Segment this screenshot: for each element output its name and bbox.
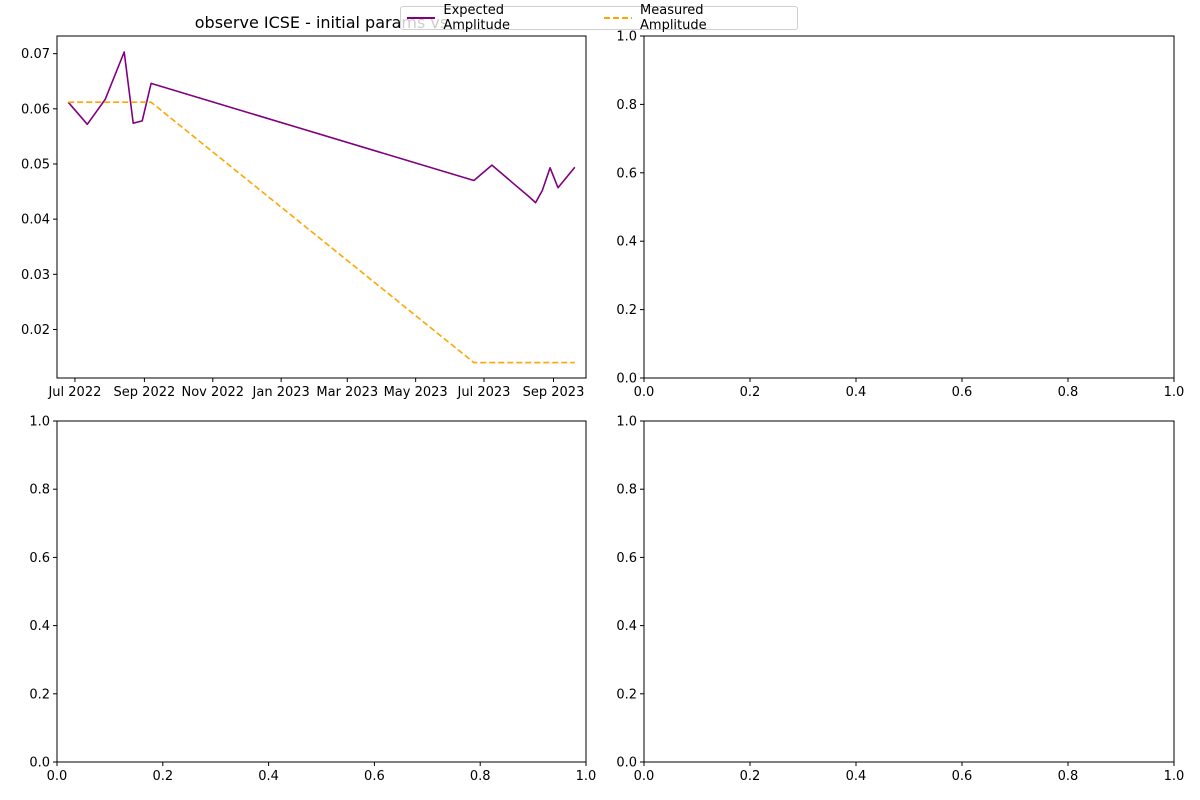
axes-panel-1: Jul 2022 Sep 2022 Nov 2022 Jan 2023 Mar 2023… [21, 13, 587, 400]
legend-line-dashed-icon [603, 17, 633, 19]
y-tick-label: 0.02 [21, 323, 50, 338]
x-tick-label: 0.4 [846, 385, 867, 400]
x-tick-label: Mar 2023 [316, 385, 378, 400]
y-tick-label: 0.04 [21, 213, 50, 228]
y-tick-label: 0.05 [21, 157, 50, 172]
x-tick-label: 0.8 [470, 769, 491, 784]
x-tick-label: 0.4 [846, 769, 867, 784]
chart-title: observe ICSE - initial params vs [195, 13, 448, 32]
legend-entry-expected: Expected Amplitude [407, 3, 568, 33]
y-tick-label: 0.8 [29, 483, 50, 498]
y-tick-label: 0.2 [616, 687, 637, 702]
series-line-expected-amplitude [67, 51, 576, 204]
x-tick-label: Nov 2022 [181, 385, 244, 400]
x-tick-label: Sep 2023 [523, 385, 585, 400]
y-tick-label: 0.4 [29, 619, 50, 634]
y-tick-label: 0.4 [616, 235, 637, 250]
x-tick-label: 0.0 [634, 769, 655, 784]
y-tick-label: 0.6 [616, 551, 637, 566]
x-tick-label: 0.4 [258, 769, 279, 784]
legend-entry-measured: Measured Amplitude [603, 3, 767, 33]
y-tick-label: 0.2 [29, 687, 50, 702]
y-tick-label: 0.0 [29, 756, 50, 771]
legend-label-expected: Expected Amplitude [443, 3, 510, 33]
x-tick-label: 1.0 [1164, 385, 1185, 400]
x-tick-label: Jul 2022 [47, 385, 101, 400]
y-tick-label: 0.4 [616, 619, 637, 634]
x-tick-label: 0.2 [740, 385, 761, 400]
y-tick-label: 0.8 [616, 483, 637, 498]
x-tick-label: May 2023 [384, 385, 448, 400]
legend-line-solid-icon [407, 17, 436, 19]
y-tick-label: 0.03 [21, 268, 50, 283]
axes-panel-3: 0.0 0.2 0.4 0.6 0.8 1.0 0.0 0.2 0.4 0.6 0.8 1.0 [29, 415, 596, 785]
y-tick-label: 0.0 [616, 756, 637, 771]
y-tick-label: 0.0 [616, 372, 637, 387]
y-tick-label: 0.06 [21, 102, 50, 117]
x-tick-label: Jan 2023 [252, 385, 310, 400]
y-tick-label: 0.07 [21, 47, 50, 62]
axes-frame [56, 35, 587, 379]
x-tick-label: 0.6 [952, 385, 973, 400]
x-tick-label: 0.0 [47, 769, 68, 784]
series-line-measured-amplitude [68, 101, 575, 364]
x-tick-label: Jul 2023 [457, 385, 511, 400]
x-tick-label: 0.2 [740, 769, 761, 784]
y-tick-label: 0.6 [29, 551, 50, 566]
x-tick-label: 0.0 [634, 385, 655, 400]
axes-frame [643, 420, 1175, 763]
axes-frame [643, 35, 1175, 379]
x-tick-label: 1.0 [576, 769, 597, 784]
y-tick-label: 0.8 [616, 98, 637, 113]
x-tick-label: 0.8 [1058, 769, 1079, 784]
x-tick-label: Sep 2022 [114, 385, 176, 400]
x-tick-label: 0.6 [364, 769, 385, 784]
x-tick-label: 0.8 [1058, 385, 1079, 400]
axes-frame [56, 420, 587, 763]
y-tick-label: 1.0 [616, 30, 637, 45]
y-tick-label: 0.2 [616, 303, 637, 318]
x-tick-label: 0.6 [952, 769, 973, 784]
axes-panel-4: 0.0 0.2 0.4 0.6 0.8 1.0 0.0 0.2 0.4 0.6 0.8 1.0 [616, 415, 1184, 785]
y-tick-label: 1.0 [616, 415, 637, 430]
x-tick-label: 0.2 [152, 769, 173, 784]
y-tick-label: 1.0 [29, 415, 50, 430]
axes-panel-2: 0.0 0.2 0.4 0.6 0.8 1.0 0.0 0.2 0.4 0.6 0.8 1.0 [616, 30, 1184, 401]
legend-label-measured: Measured Amplitude [640, 3, 707, 33]
legend: Expected Amplitude Measured Amplitude [400, 3, 798, 33]
y-tick-label: 0.6 [616, 166, 637, 181]
x-tick-label: 1.0 [1164, 769, 1185, 784]
